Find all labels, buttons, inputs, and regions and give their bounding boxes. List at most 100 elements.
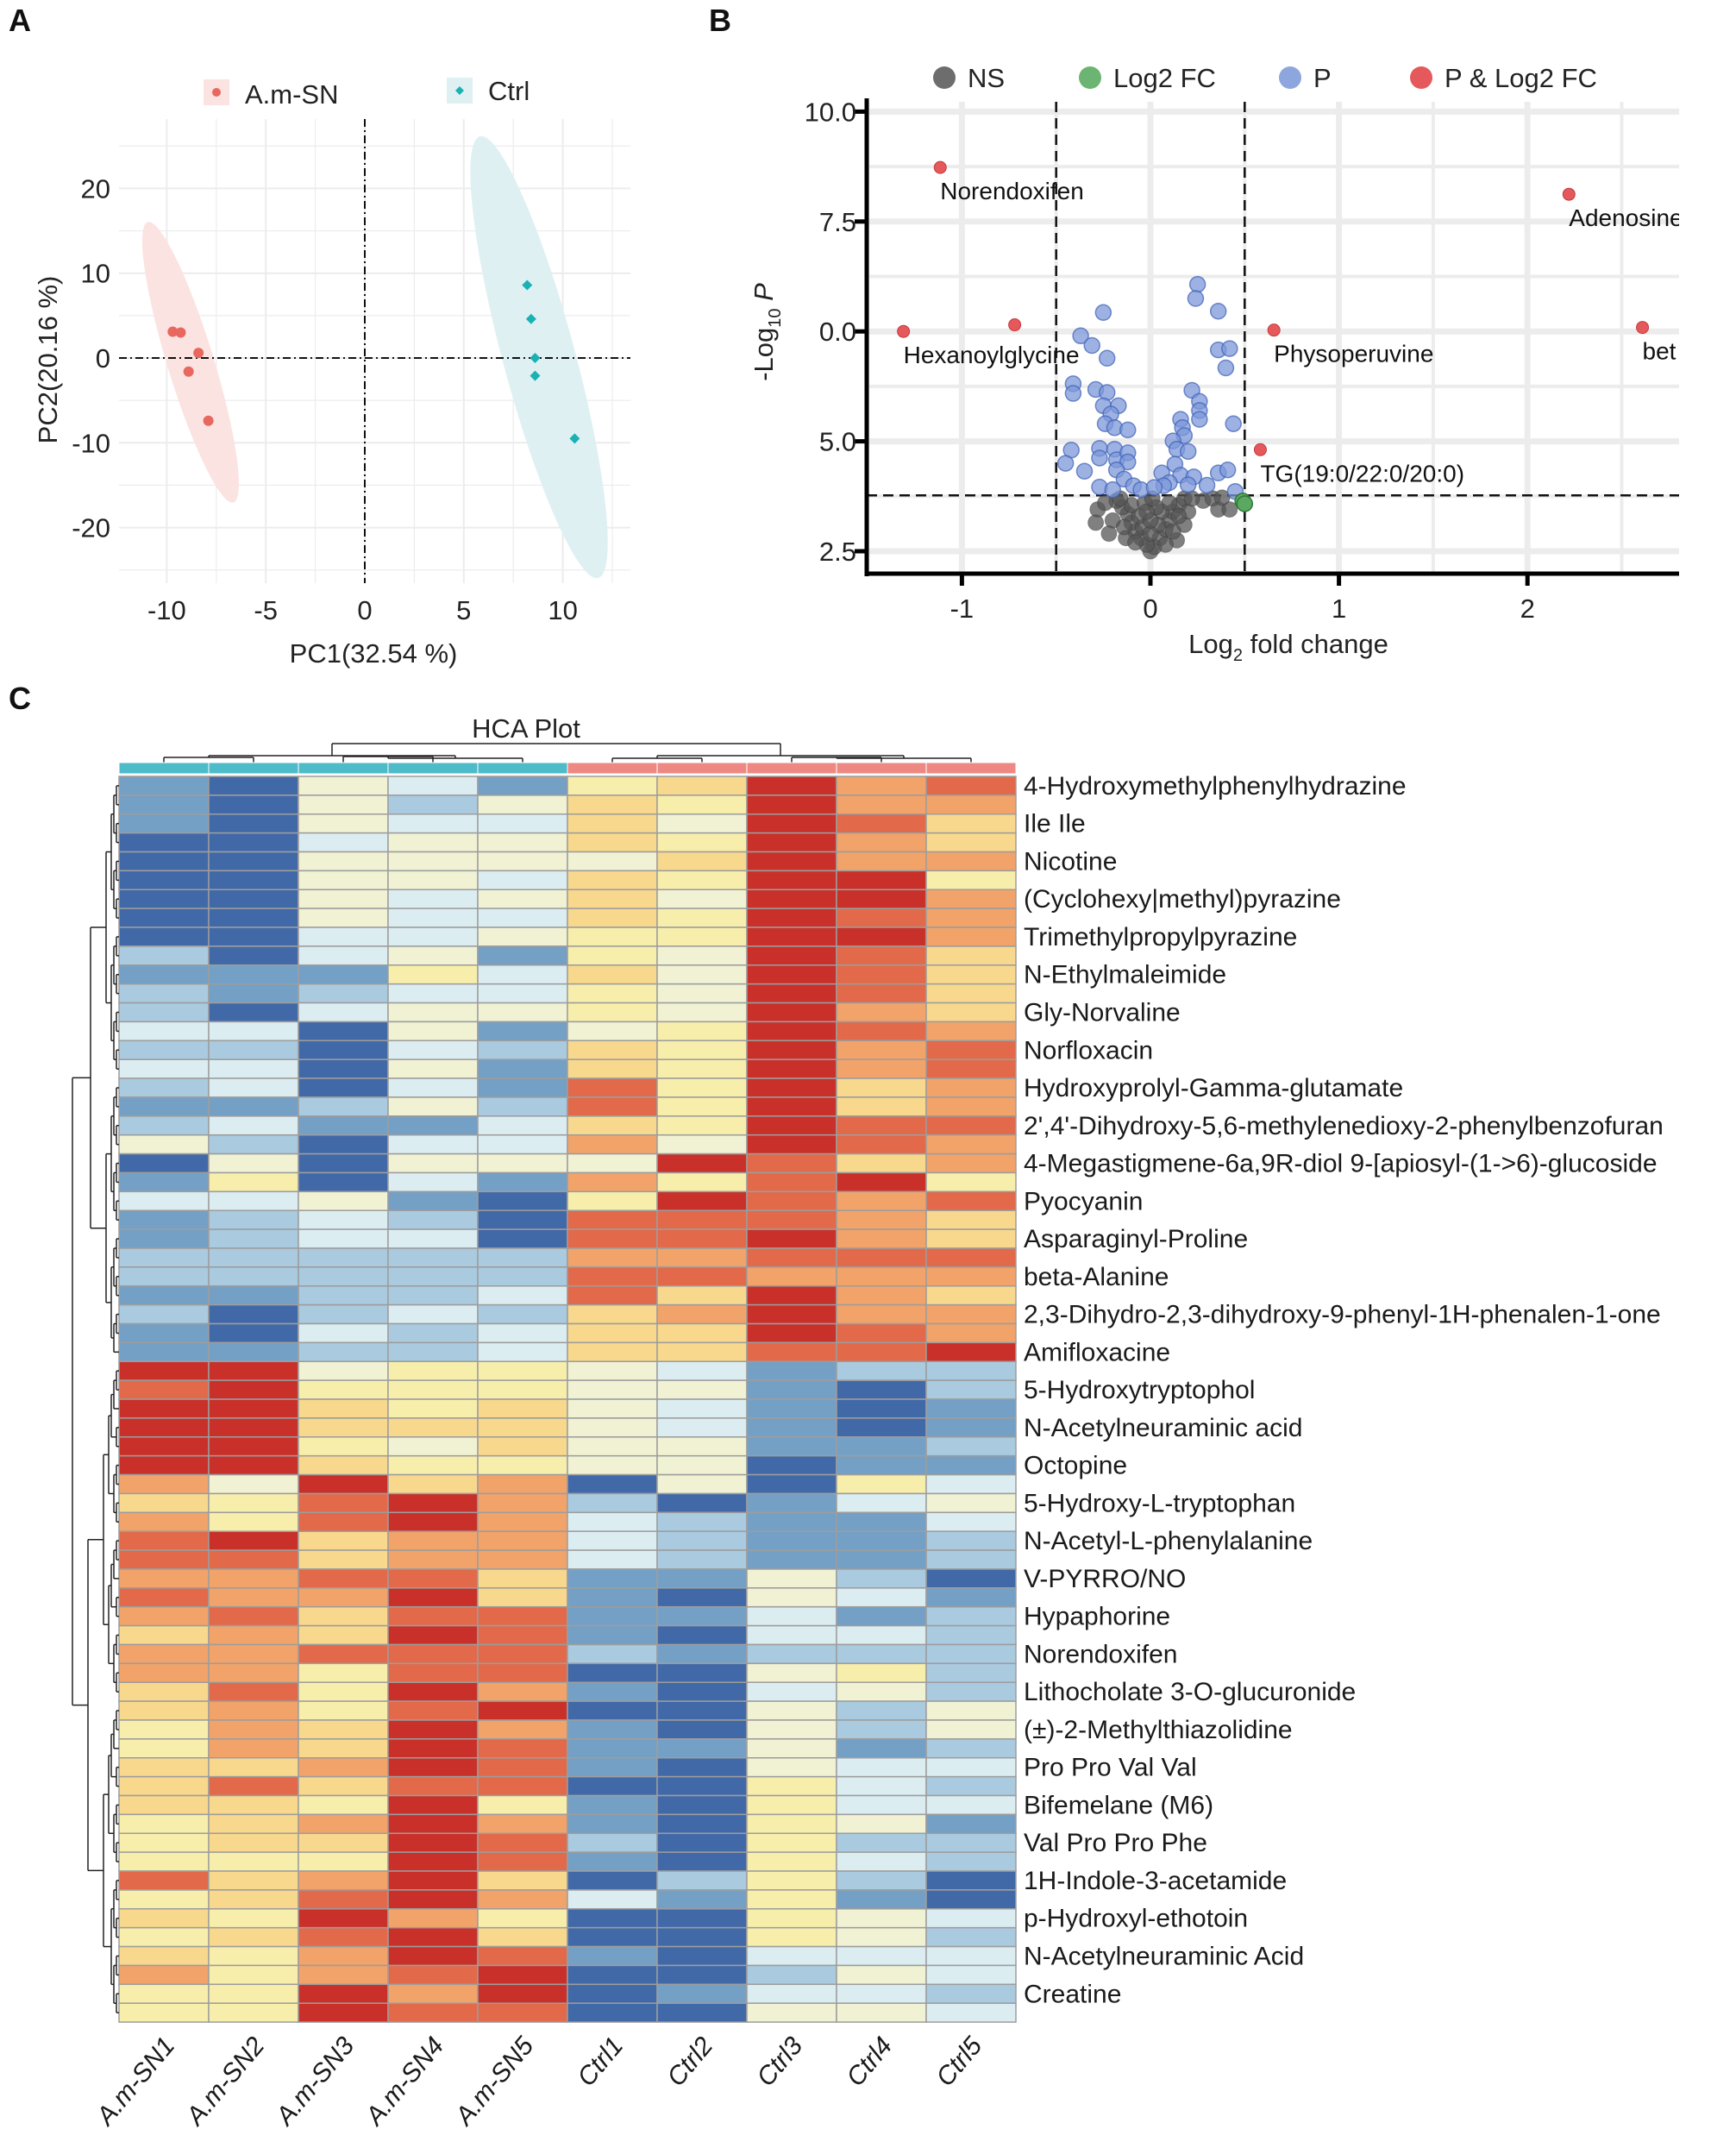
heatmap-cell [567, 1926, 658, 1948]
heatmap-cell [118, 1171, 210, 1193]
heatmap-cell [118, 1096, 210, 1117]
heatmap-cell [746, 1473, 837, 1495]
heatmap-cell [925, 1926, 1017, 1948]
heatmap-cell [656, 1492, 748, 1514]
heatmap-cell [298, 1794, 389, 1816]
heatmap-cell [836, 983, 927, 1004]
heatmap-cell [118, 1964, 210, 1986]
heatmap-cell [836, 1360, 927, 1381]
heatmap-cell [387, 1417, 479, 1438]
heatmap-cell [208, 776, 299, 796]
heatmap-cell [118, 1530, 210, 1551]
heatmap-cell [656, 813, 748, 834]
heatmap-cell [836, 1021, 927, 1042]
heatmap-cell [836, 1115, 927, 1136]
heatmap-cell [208, 1794, 299, 1816]
heatmap-cell [656, 1322, 748, 1344]
heatmap-cell [477, 832, 568, 853]
heatmap-cell [118, 1870, 210, 1891]
heatmap-cell [118, 907, 210, 928]
heatmap-cell [208, 832, 299, 853]
pca-point-am-sn [193, 348, 204, 359]
heatmap-cell [925, 1794, 1017, 1816]
heatmap-cell [477, 1832, 568, 1853]
heatmap-cell [925, 1587, 1017, 1608]
group-bar-segment [118, 762, 210, 775]
heatmap-cell [746, 1511, 837, 1532]
y-tick-label: 20 [81, 173, 110, 204]
heatmap-cell [746, 870, 837, 891]
heatmap-cell [298, 1379, 389, 1400]
heatmap-cell [746, 2002, 837, 2023]
heatmap-cell [298, 1209, 389, 1230]
heatmap-cell [656, 1077, 748, 1098]
row-label: p-Hydroxyl-ethotoin [1024, 1905, 1248, 1933]
heatmap-cell [656, 1908, 748, 1929]
volcano-point-p-and-log2fc [897, 324, 911, 338]
heatmap-cell [656, 1700, 748, 1721]
heatmap-cell [836, 1624, 927, 1646]
volcano-point-label: TG(19:0/22:0/20:0) [1260, 460, 1464, 487]
heatmap-cell [118, 1511, 210, 1532]
heatmap-cell [656, 1719, 748, 1740]
heatmap-cell [925, 907, 1017, 928]
heatmap-cell [208, 1115, 299, 1136]
heatmap-cell [925, 964, 1017, 985]
heatmap-cell [477, 1662, 568, 1683]
y-tick-label: -20 [72, 513, 110, 543]
heatmap-cell [387, 1945, 479, 1967]
volcano-cutoff-lines [867, 102, 1679, 574]
row-label: N-Acetylneuraminic acid [1024, 1414, 1302, 1442]
y-tick-label: 0.0 [819, 317, 856, 347]
heatmap-cell [477, 1511, 568, 1532]
heatmap-cell [567, 1738, 658, 1759]
heatmap-cell [387, 1058, 479, 1079]
heatmap-cell [208, 1058, 299, 1079]
heatmap-cell [746, 1454, 837, 1476]
panel-label-a: A [9, 3, 31, 38]
volcano-point-ns [1221, 501, 1238, 518]
volcano-point-p [1056, 455, 1075, 472]
pca-tick-labels: -10 -5 0 5 10 20 10 0 -10 -20 [72, 173, 578, 625]
heatmap-cell [925, 776, 1017, 796]
heatmap-cell [567, 1832, 658, 1853]
heatmap-cell [298, 851, 389, 872]
heatmap-cell [118, 926, 210, 947]
pca-point-am-sn [167, 326, 179, 337]
heatmap-cell [298, 1322, 389, 1344]
heatmap-cell [118, 964, 210, 985]
volcano-legend: NS Log2 FC P P & Log2 FC [933, 63, 1597, 93]
heatmap-cell [208, 1379, 299, 1400]
volcano-point-p [1219, 461, 1237, 479]
heatmap-cell [118, 1492, 210, 1514]
heatmap-cell [925, 1436, 1017, 1457]
pca-point-ctrl [525, 313, 536, 324]
heatmap-cell [836, 813, 927, 834]
heatmap-cell [477, 1341, 568, 1363]
group-bar-segment [387, 762, 479, 775]
heatmap-cell [656, 851, 748, 872]
group-bar-segment [477, 762, 568, 775]
heatmap-cell [387, 794, 479, 815]
heatmap-cell [836, 964, 927, 985]
x-tick-label: -10 [147, 595, 186, 625]
heatmap-cell [746, 1624, 837, 1646]
heatmap-cell [118, 813, 210, 834]
heatmap-cell [567, 1757, 658, 1778]
heatmap-cell [387, 1436, 479, 1457]
heatmap-cell [208, 1077, 299, 1098]
group-bar-segment [746, 762, 837, 775]
heatmap-cell [656, 1021, 748, 1042]
heatmap-cell [118, 1247, 210, 1268]
heatmap-cell [836, 1341, 927, 1363]
heatmap-cell [567, 1549, 658, 1570]
heatmap-cell [298, 1832, 389, 1853]
row-label: Creatine [1024, 1980, 1121, 2008]
heatmap-cell [656, 1115, 748, 1136]
row-label: 2',4'-Dihydroxy-5,6-methylenedioxy-2-phe… [1024, 1112, 1664, 1140]
heatmap-cell [208, 1926, 299, 1948]
heatmap-cell [746, 1568, 837, 1589]
heatmap-cell [656, 1058, 748, 1079]
row-label: (Cyclohexy|methyl)pyrazine [1024, 885, 1341, 914]
heatmap-cell [567, 1775, 658, 1797]
